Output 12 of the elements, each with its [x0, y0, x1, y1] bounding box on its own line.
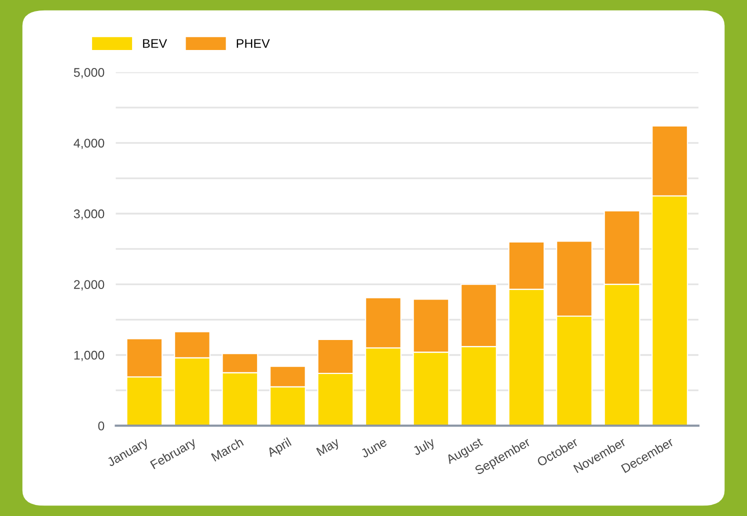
legend-label: PHEV [236, 39, 270, 48]
y-tick-label: 1,000 [74, 350, 104, 362]
y-tick-label: 0 [98, 422, 104, 430]
x-tick-label: July [412, 436, 437, 458]
legend-label: BEV [143, 39, 168, 48]
x-tick-label: May [316, 437, 342, 458]
y-tick-label: 4,000 [74, 138, 104, 150]
y-tick-label: 3,000 [74, 209, 104, 220]
x-tick-label: June [360, 437, 388, 458]
y-tick-label: 2,000 [74, 280, 104, 290]
x-tick-label: April [266, 437, 293, 460]
y-tick-label: 5,000 [74, 68, 104, 78]
